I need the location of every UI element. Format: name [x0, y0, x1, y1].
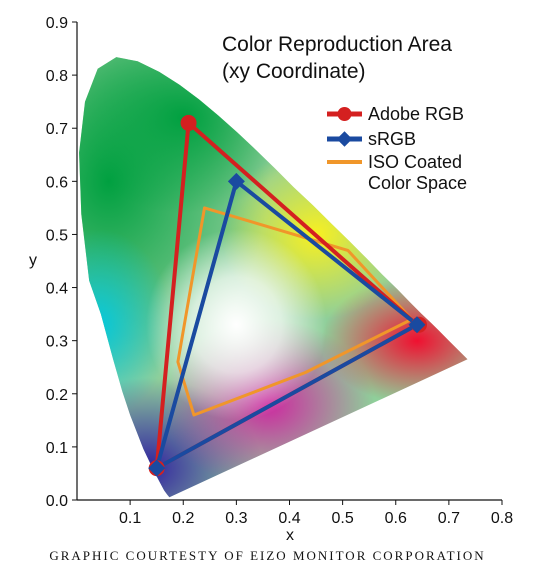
srgb-gamut-line	[154, 179, 419, 471]
srgb-point	[227, 172, 245, 190]
iso-coated-color-space-gamut-line	[176, 206, 414, 417]
legend-label-srgb: sRGB	[368, 129, 416, 149]
y-tick-label: 0.1	[46, 440, 68, 457]
tick-labels: 0.0 0.1 0.2 0.3 0.4 0.5 0.6 0.7 0.8 0.9 0.1 0.2 0.3 0…	[46, 15, 513, 527]
legend: Adobe RGB sRGB ISO Coated Color Space	[327, 104, 467, 193]
y-tick-label: 0.5	[46, 227, 68, 244]
series-layer	[148, 114, 427, 477]
x-tick-label: 0.8	[491, 510, 513, 527]
y-tick-label: 0.2	[46, 387, 68, 404]
legend-marker-adobe-rgb	[337, 107, 352, 121]
x-tick-label: 0.6	[385, 510, 407, 527]
srgb-point	[408, 316, 426, 334]
chart-subtitle: (xy Coordinate)	[222, 60, 366, 83]
legend-item-iso-coated: ISO Coated Color Space	[327, 152, 467, 193]
y-tick-label: 0.8	[46, 68, 68, 85]
x-tick-label: 0.2	[172, 510, 194, 527]
adobe-rgb-point	[180, 114, 197, 131]
x-tick-label: 0.1	[119, 510, 141, 527]
legend-label-iso-coated-line2: Color Space	[368, 173, 467, 193]
legend-item-srgb: sRGB	[327, 129, 416, 149]
axes	[72, 21, 503, 505]
x-tick-label: 0.5	[332, 510, 354, 527]
y-axis-label: y	[29, 252, 37, 269]
x-tick-label: 0.3	[225, 510, 247, 527]
legend-label-iso-coated-line1: ISO Coated	[368, 152, 462, 172]
image-credit: GRAPHIC COURTESTY OF EIZO MONITOR CORPOR…	[49, 548, 486, 563]
x-tick-label: 0.4	[278, 510, 300, 527]
y-tick-label: 0.9	[46, 15, 68, 32]
y-tick-label: 0.4	[46, 281, 68, 298]
legend-label-adobe-rgb: Adobe RGB	[368, 104, 464, 124]
y-tick-label: 0.3	[46, 334, 68, 351]
chromaticity-chart: 0.0 0.1 0.2 0.3 0.4 0.5 0.6 0.7 0.8 0.9 0.1 0.2 0.3 0…	[29, 15, 513, 544]
x-axis-label: x	[286, 527, 294, 544]
y-tick-label: 0.6	[46, 174, 68, 191]
legend-item-adobe-rgb: Adobe RGB	[327, 104, 464, 124]
legend-marker-srgb	[336, 131, 353, 147]
chart-title: Color Reproduction Area	[222, 33, 452, 56]
y-tick-label: 0.0	[46, 493, 68, 510]
y-tick-label: 0.7	[46, 121, 68, 138]
srgb-point	[148, 459, 166, 477]
x-tick-label: 0.7	[438, 510, 460, 527]
